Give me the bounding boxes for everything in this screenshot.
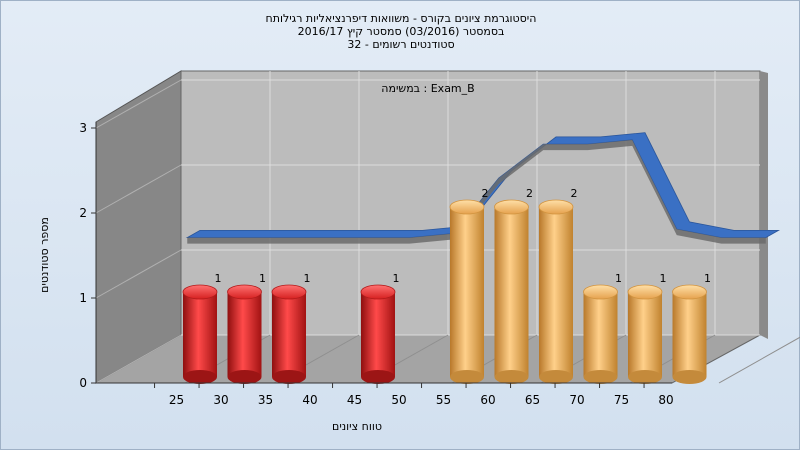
bar-value-label: 2 xyxy=(526,187,533,200)
x-axis-label: טווח ציונים xyxy=(332,420,382,433)
side-grid-line xyxy=(95,79,182,129)
x-tick-label: 25 xyxy=(169,393,184,407)
chart-title-line-1: היסטוגרמת ציונים בקורס - משוואות דיפרנצי… xyxy=(265,12,537,25)
histogram-bar xyxy=(182,284,218,384)
bar-value-label: 1 xyxy=(704,272,711,285)
x-tick-label: 80 xyxy=(658,393,673,407)
y-tick-label: 2 xyxy=(79,206,87,220)
chart-title-line-2: בסמסטר (03/2016) סמסטר קיץ 2016/17 xyxy=(297,25,505,38)
bar-base xyxy=(494,370,529,384)
histogram-bar xyxy=(627,284,663,384)
x-tick-label: 60 xyxy=(480,393,495,407)
bar-top xyxy=(538,199,574,215)
bar-body xyxy=(628,292,662,377)
bar-body xyxy=(583,292,618,377)
histogram-bar xyxy=(672,284,707,384)
bar-top xyxy=(271,284,307,300)
bar-body xyxy=(494,207,529,377)
bar-value-label: 1 xyxy=(304,272,311,285)
bar-base xyxy=(583,370,618,384)
y-tick-label: 3 xyxy=(79,121,87,135)
chart-title-line-3: סטודנטים רשומים - 32 xyxy=(347,38,455,51)
x-tick-label: 50 xyxy=(391,393,406,407)
bar-body xyxy=(450,207,484,377)
bars-layer: 1 1 1 1 2 2 2 1 1 1 xyxy=(182,187,711,384)
chart-side-wall xyxy=(95,70,182,384)
histogram-bar xyxy=(583,284,618,384)
bar-body xyxy=(272,292,306,377)
x-tick-label: 55 xyxy=(436,393,451,407)
y-tick-label: 1 xyxy=(79,291,87,305)
bar-top xyxy=(494,199,529,215)
x-tick-label: 40 xyxy=(302,393,317,407)
trend-ribbon xyxy=(185,132,781,244)
bar-top xyxy=(360,284,396,300)
bar-value-label: 1 xyxy=(259,272,266,285)
bar-base xyxy=(272,370,306,384)
bar-base xyxy=(227,370,262,384)
exam-annotation: במשימה : Exam_B xyxy=(381,82,474,95)
bar-top xyxy=(672,284,707,300)
bar-top xyxy=(227,284,262,300)
bar-value-label: 1 xyxy=(215,272,222,285)
side-grid-line xyxy=(95,249,182,299)
axis-layer: 0 1 2 3 25 30 35 40 45 50 55 60 65 70 75 80 xyxy=(79,121,673,407)
x-tick-label: 45 xyxy=(347,393,362,407)
bar-value-label: 2 xyxy=(571,187,578,200)
bar-base xyxy=(183,370,217,384)
x-tick-label: 35 xyxy=(258,393,273,407)
bar-body xyxy=(672,292,707,377)
bar-base xyxy=(450,370,484,384)
histogram-bar xyxy=(449,199,485,384)
bar-base xyxy=(539,370,573,384)
bar-value-label: 1 xyxy=(393,272,400,285)
bar-top xyxy=(182,284,218,300)
x-tick-label: 75 xyxy=(614,393,629,407)
histogram-bar xyxy=(538,199,574,384)
histogram-bar xyxy=(360,284,396,384)
y-tick-label: 0 xyxy=(79,376,87,390)
bar-body xyxy=(539,207,573,377)
bar-value-label: 1 xyxy=(615,272,622,285)
bar-top xyxy=(449,199,485,215)
bar-base xyxy=(672,370,707,384)
y-axis-label: מספר סטודנטים xyxy=(38,217,51,293)
histogram-bar xyxy=(494,199,529,384)
bar-top xyxy=(583,284,618,300)
bar-body xyxy=(183,292,217,377)
bar-body xyxy=(227,292,262,377)
bar-top xyxy=(627,284,663,300)
x-tick-label: 65 xyxy=(525,393,540,407)
histogram-bar xyxy=(227,284,262,384)
histogram-bar xyxy=(271,284,307,384)
bar-value-label: 2 xyxy=(482,187,489,200)
x-tick-label: 70 xyxy=(569,393,584,407)
bar-base xyxy=(361,370,395,384)
x-tick-label: 30 xyxy=(213,393,228,407)
side-grid-line xyxy=(95,334,182,384)
floor-grid-line xyxy=(718,336,800,384)
bar-body xyxy=(361,292,395,377)
bar-value-label: 1 xyxy=(660,272,667,285)
chart-right-wall-edge xyxy=(760,71,768,339)
bar-base xyxy=(628,370,662,384)
side-grid-line xyxy=(95,164,182,214)
